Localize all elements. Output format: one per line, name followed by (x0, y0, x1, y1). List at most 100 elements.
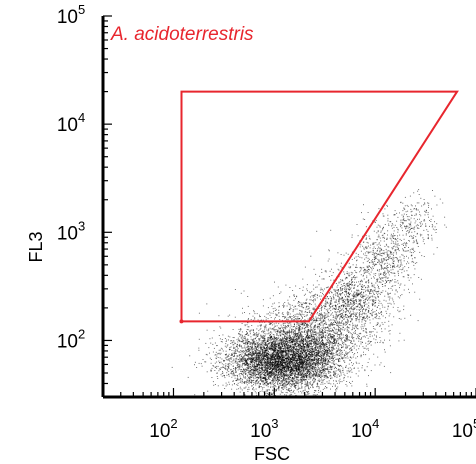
data-point (278, 385, 280, 387)
data-point (228, 367, 230, 369)
data-point (244, 354, 246, 356)
data-point (266, 354, 267, 356)
data-point (300, 369, 302, 371)
data-point (217, 353, 219, 355)
data-point (246, 374, 248, 376)
data-point (320, 363, 321, 365)
data-point (264, 330, 266, 332)
data-point (366, 366, 368, 368)
data-point (309, 360, 310, 362)
data-point (276, 362, 278, 364)
data-point (255, 361, 257, 362)
data-point (242, 352, 244, 354)
data-point (246, 361, 248, 363)
data-point (302, 390, 304, 392)
data-point (295, 373, 297, 375)
data-point (210, 369, 212, 371)
data-point (319, 341, 321, 343)
data-point (300, 374, 302, 376)
data-point (286, 368, 288, 370)
data-point (279, 346, 281, 348)
data-point (259, 344, 261, 346)
data-point (314, 343, 316, 345)
data-point (310, 370, 312, 372)
data-point (349, 356, 351, 358)
data-point (292, 354, 294, 355)
data-point (253, 342, 255, 344)
data-point (291, 353, 293, 355)
data-point (254, 350, 256, 352)
data-point (298, 323, 300, 325)
data-point (287, 381, 289, 383)
data-point (232, 362, 234, 364)
data-point (303, 368, 305, 370)
data-point (242, 362, 243, 364)
data-point (255, 380, 257, 382)
data-point (324, 358, 326, 360)
data-point (249, 363, 251, 365)
data-point (305, 368, 307, 370)
data-point (323, 371, 325, 373)
data-point (271, 358, 273, 360)
data-point (236, 339, 238, 341)
data-point (248, 376, 250, 378)
data-point (273, 381, 275, 383)
data-point (253, 347, 255, 349)
data-point (232, 365, 234, 367)
data-point (241, 381, 243, 383)
data-point (263, 374, 265, 375)
data-point (280, 339, 282, 341)
data-point (319, 373, 321, 375)
data-point (236, 346, 238, 348)
data-point (216, 355, 218, 357)
data-point (237, 376, 239, 378)
data-point (217, 385, 219, 387)
data-point (259, 364, 260, 366)
data-point (276, 373, 278, 375)
data-point (273, 368, 275, 370)
data-point (254, 375, 256, 377)
data-point (289, 394, 291, 396)
data-point (323, 370, 325, 371)
data-point (273, 384, 275, 386)
data-point (231, 354, 233, 356)
data-point (351, 385, 353, 387)
data-point (248, 355, 249, 357)
data-point (342, 342, 343, 344)
data-point (351, 371, 353, 373)
data-point (296, 368, 298, 370)
data-point (312, 361, 314, 363)
data-point (251, 342, 253, 344)
data-point (286, 354, 288, 356)
data-point (265, 389, 267, 391)
data-point (246, 381, 248, 383)
data-point (279, 349, 281, 351)
data-point (350, 370, 352, 372)
data-point (273, 365, 275, 367)
data-point (248, 342, 250, 344)
data-point (293, 378, 295, 380)
data-point (270, 375, 272, 377)
data-point (324, 368, 326, 370)
data-point (266, 372, 268, 374)
data-point (345, 352, 347, 354)
data-point (285, 392, 287, 393)
data-point (233, 359, 235, 361)
data-point (312, 351, 314, 352)
data-point (255, 367, 256, 369)
data-point (304, 362, 305, 364)
data-point (241, 341, 243, 343)
data-point (307, 368, 309, 370)
data-point (284, 357, 286, 359)
data-point (272, 379, 274, 381)
data-point (264, 365, 266, 367)
data-point (281, 333, 283, 335)
data-point (322, 355, 324, 357)
data-point (315, 371, 317, 373)
data-point (226, 370, 228, 372)
data-point (278, 359, 280, 361)
data-point (262, 388, 264, 390)
data-point (339, 358, 341, 360)
data-point (310, 356, 312, 358)
data-point (305, 332, 307, 333)
